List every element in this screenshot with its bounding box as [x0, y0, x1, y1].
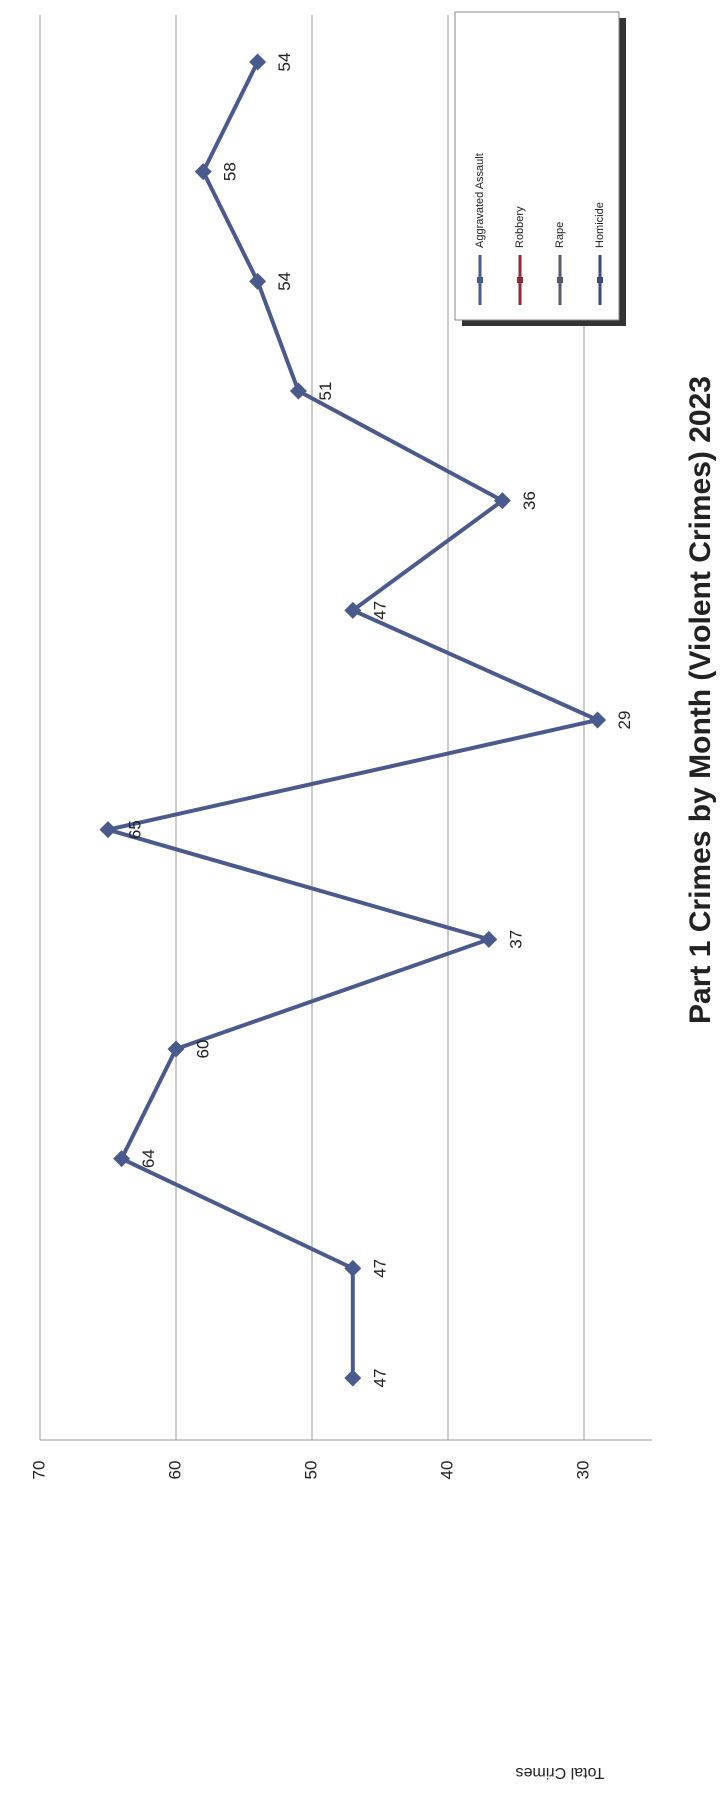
data-label: 60	[193, 1040, 212, 1059]
marker	[194, 163, 212, 181]
data-label: 54	[275, 53, 294, 72]
y-tick-label: 60	[165, 1461, 184, 1480]
data-label: 51	[316, 382, 335, 401]
y-tick-label: 40	[437, 1461, 456, 1480]
data-label: 36	[520, 491, 539, 510]
data-label: 37	[506, 930, 525, 949]
data-label: 47	[370, 1259, 389, 1278]
data-label: 29	[615, 711, 634, 730]
legend-marker	[477, 277, 483, 283]
legend: Aggravated Assault Robbery Rape Homicide	[454, 11, 626, 326]
legend-marker	[597, 277, 603, 283]
y-tick-label: 70	[29, 1461, 48, 1480]
legend-label: Robbery	[514, 206, 526, 248]
marker	[480, 930, 498, 948]
data-label: 58	[221, 162, 240, 181]
marker	[249, 272, 267, 290]
legend-box	[454, 11, 620, 321]
marker	[589, 711, 607, 729]
y-tick-label: 50	[301, 1461, 320, 1480]
legend-marker	[557, 277, 563, 283]
y-tick-label: 30	[573, 1461, 592, 1480]
legend-label: Rape	[554, 222, 566, 248]
data-label: 47	[370, 601, 389, 620]
marker	[344, 601, 362, 619]
legend-marker	[517, 277, 523, 283]
marker	[99, 821, 117, 839]
data-label: 47	[370, 1369, 389, 1388]
data-label: 64	[139, 1149, 158, 1168]
data-label: 54	[275, 272, 294, 291]
marker	[289, 382, 307, 400]
legend-label: Aggravated Assault	[474, 153, 486, 248]
legend-label: Homicide	[594, 202, 606, 248]
data-label: 65	[125, 820, 144, 839]
chart-title: Part 1 Crimes by Month (Violent Crimes) …	[684, 376, 717, 1024]
y-axis-label: Total Crimes	[516, 1764, 605, 1781]
marker	[493, 492, 511, 510]
